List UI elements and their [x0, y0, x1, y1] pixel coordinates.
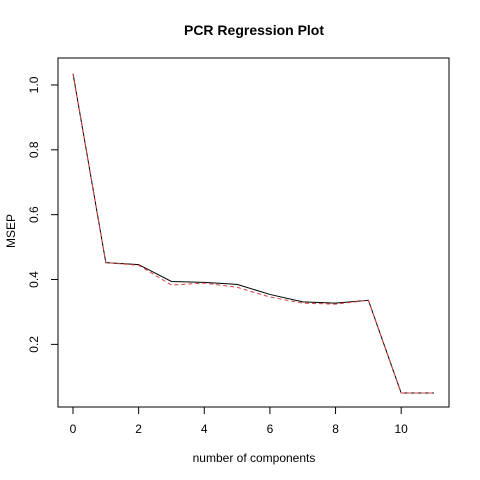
- y-tick-label: 0.6: [27, 206, 41, 223]
- series-line-dashed: [72, 73, 434, 394]
- y-tick-label: 0.8: [27, 141, 41, 158]
- x-axis-label: number of components: [193, 451, 316, 465]
- series-line-solid: [72, 73, 434, 394]
- x-tick-label: 8: [332, 422, 339, 436]
- y-axis-label: MSEP: [4, 214, 18, 248]
- x-axis: 0 2 4 6 8 10: [70, 406, 409, 436]
- x-tick-label: 0: [70, 422, 77, 436]
- plot-frame: [57, 57, 450, 408]
- x-tick-label: 4: [201, 422, 208, 436]
- x-tick-label: 10: [395, 422, 409, 436]
- series-layer: [72, 73, 434, 394]
- y-tick-label: 0.4: [27, 271, 41, 288]
- x-tick-label: 6: [267, 422, 274, 436]
- y-tick-label: 0.2: [27, 336, 41, 353]
- y-tick-label: 1.0: [27, 76, 41, 93]
- x-tick-label: 2: [135, 422, 142, 436]
- y-axis: 0.2 0.4 0.6 0.8 1.0: [27, 76, 59, 353]
- chart-title: PCR Regression Plot: [184, 22, 324, 38]
